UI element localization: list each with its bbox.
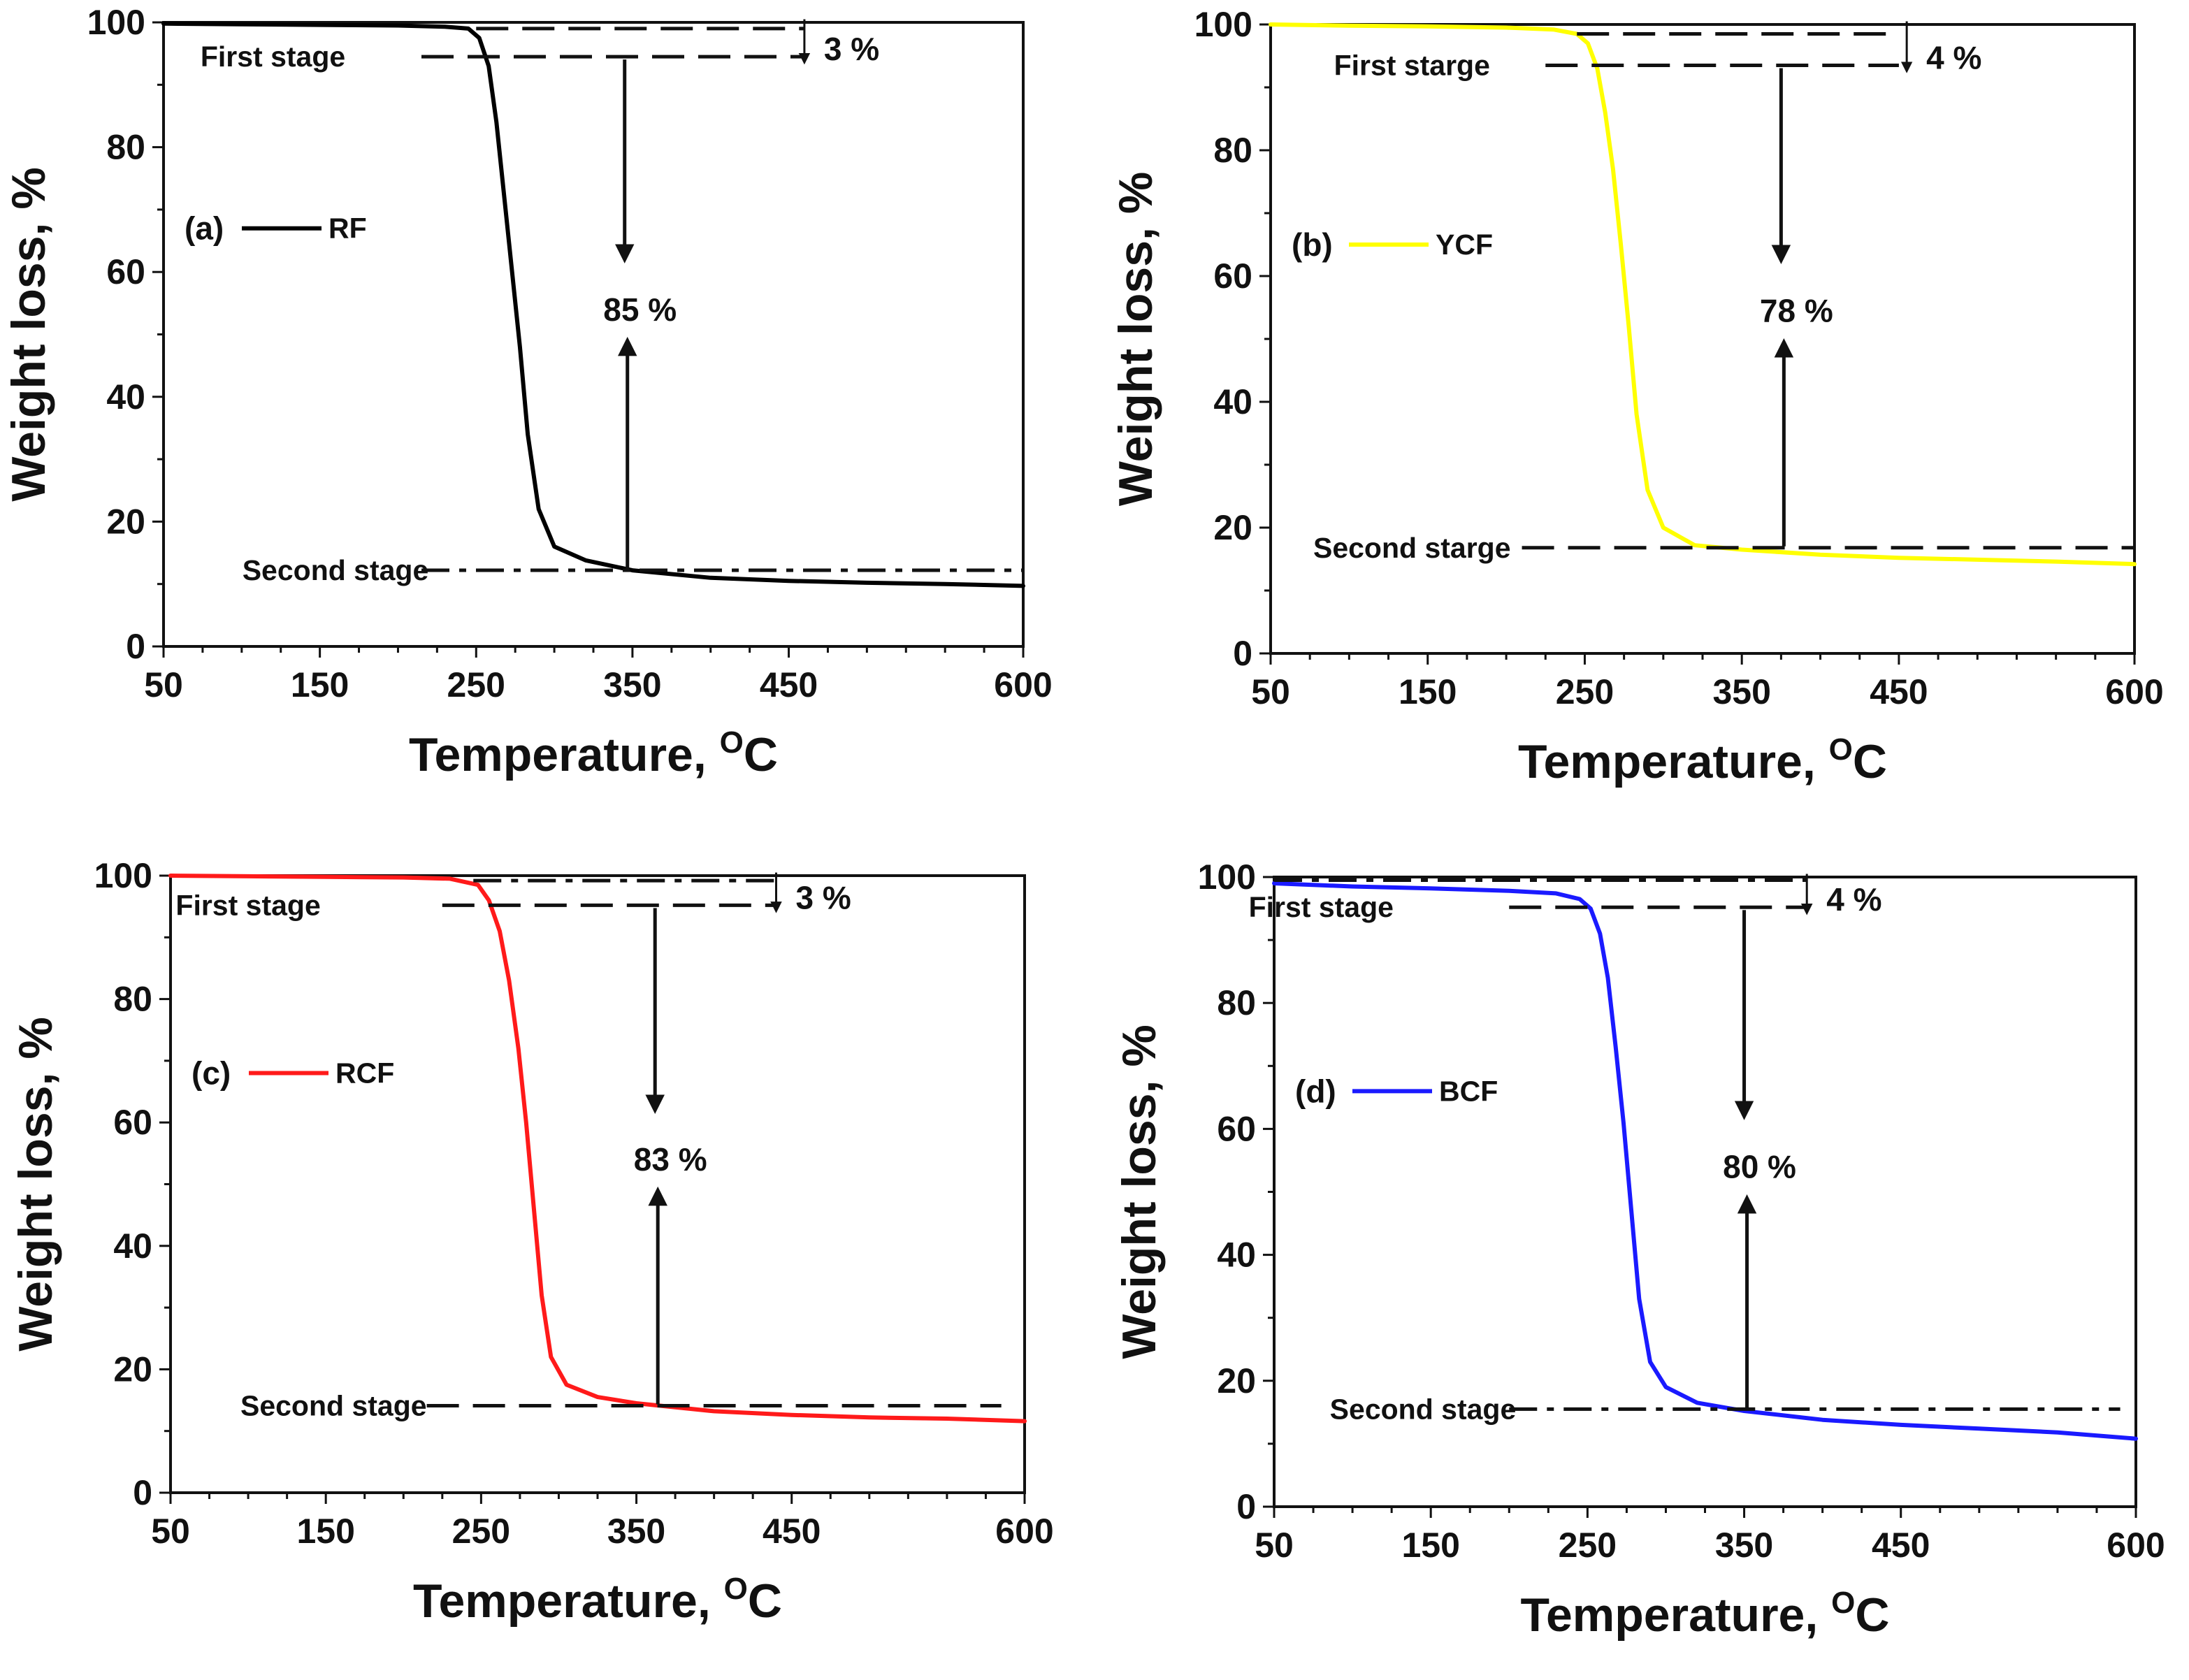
first-stage-loss-label: 3 % (796, 879, 851, 915)
legend-label: RF (328, 212, 367, 245)
x-tick-label: 600 (2105, 672, 2163, 711)
chart-panel-b: 50 150 250 350 450 600 0 20 40 60 80 100 Temperature… (1109, 5, 2164, 788)
legend-label: YCF (1436, 229, 1493, 261)
plot-frame (162, 21, 1025, 648)
y-tick-label: 0 (133, 1473, 152, 1512)
y-tick-label: 60 (113, 1103, 152, 1142)
first-stage-label: First starge (1334, 50, 1490, 82)
first-stage-loss-label: 3 % (824, 31, 879, 67)
first-stage-label: First stage (1249, 891, 1394, 923)
x-tick-label: 250 (452, 1512, 510, 1551)
x-tick-label: 350 (1712, 672, 1770, 711)
panel-label: (c) (192, 1055, 231, 1092)
y-tick-label: 40 (106, 377, 145, 417)
x-tick-label: 50 (151, 1512, 190, 1551)
panel-label: (a) (185, 210, 224, 247)
legend-label: BCF (1439, 1075, 1498, 1107)
first-stage-loss-label: 4 % (1826, 881, 1881, 918)
y-tick-label: 80 (1213, 131, 1252, 170)
x-tick-label: 350 (607, 1512, 665, 1551)
y-axis-title: Weight loss, % (1113, 1024, 1166, 1359)
series-line-bcf (1272, 881, 2138, 1441)
first-stage-label: First stage (201, 41, 345, 73)
chart-panel-c: 50 150 250 350 450 600 0 20 40 60 80 100 Temperature… (9, 856, 1054, 1628)
second-stage-label: Second stage (243, 554, 429, 586)
x-axis-title: Temperature, OC (1521, 1586, 1890, 1642)
chart-panel-a: 50 150 250 350 450 600 0 20 40 60 80 100 Temperature… (2, 3, 1053, 781)
main-loss-label: 78 % (1760, 293, 1833, 329)
x-tick-label: 600 (995, 1512, 1053, 1551)
x-tick-label: 150 (1401, 1526, 1459, 1565)
y-tick-label: 20 (113, 1349, 152, 1389)
y-tick-label: 0 (126, 627, 145, 666)
series-line-rcf (168, 874, 1027, 1424)
y-tick-label: 20 (106, 502, 145, 541)
x-tick-label: 50 (1251, 672, 1290, 711)
x-tick-label: 50 (144, 665, 183, 704)
panel-label: (b) (1292, 226, 1333, 263)
first-stage-label: First stage (175, 889, 320, 921)
x-tick-label: 250 (1556, 672, 1614, 711)
y-tick-label: 0 (1233, 634, 1252, 673)
y-tick-label: 100 (94, 856, 152, 895)
y-tick-label: 100 (1194, 5, 1252, 44)
x-tick-label: 150 (296, 1512, 354, 1551)
y-tick-label: 40 (113, 1226, 152, 1266)
y-tick-label: 60 (106, 252, 145, 291)
x-tick-label: 150 (291, 665, 349, 704)
y-tick-label: 0 (1236, 1487, 1256, 1526)
x-tick-label: 600 (994, 665, 1052, 704)
y-axis-title: Weight loss, % (2, 167, 55, 502)
y-tick-label: 40 (1217, 1236, 1256, 1275)
y-tick-label: 20 (1213, 508, 1252, 547)
panel-label: (d) (1295, 1073, 1336, 1109)
x-tick-label: 600 (2107, 1526, 2165, 1565)
second-stage-label: Second starge (1313, 532, 1511, 564)
y-tick-label: 60 (1217, 1109, 1256, 1148)
main-loss-label: 83 % (634, 1141, 707, 1178)
x-tick-label: 450 (763, 1512, 821, 1551)
y-axis-title: Weight loss, % (9, 1017, 62, 1352)
y-tick-label: 100 (87, 3, 145, 42)
chart-panel-d: 50 150 250 350 450 600 0 20 40 60 80 100 Temperature… (1113, 857, 2165, 1642)
y-tick-label: 60 (1213, 256, 1252, 296)
series-line-ycf (1269, 22, 2137, 567)
y-tick-label: 40 (1213, 382, 1252, 421)
x-tick-label: 350 (1715, 1526, 1773, 1565)
y-tick-label: 20 (1217, 1361, 1256, 1400)
y-axis-title: Weight loss, % (1109, 172, 1162, 507)
y-tick-label: 100 (1198, 857, 1256, 897)
x-axis-title: Temperature, OC (1518, 732, 1887, 788)
first-stage-loss-label: 4 % (1926, 40, 1981, 76)
x-tick-label: 50 (1255, 1526, 1294, 1565)
y-tick-label: 80 (113, 980, 152, 1019)
second-stage-label: Second stage (1330, 1393, 1517, 1425)
main-loss-label: 80 % (1723, 1148, 1796, 1185)
legend-label: RCF (335, 1057, 394, 1089)
y-tick-label: 80 (106, 128, 145, 167)
x-tick-label: 450 (1870, 672, 1928, 711)
main-loss-label: 85 % (603, 291, 677, 328)
series-line-rf (161, 21, 1025, 588)
x-tick-label: 250 (1559, 1526, 1617, 1565)
x-tick-label: 350 (603, 665, 661, 704)
x-axis-title: Temperature, OC (413, 1572, 782, 1628)
x-tick-label: 150 (1399, 672, 1457, 711)
x-tick-label: 250 (447, 665, 505, 704)
x-axis-title: Temperature, OC (409, 725, 778, 781)
x-tick-label: 450 (760, 665, 818, 704)
x-tick-label: 450 (1872, 1526, 1930, 1565)
second-stage-label: Second stage (240, 1389, 427, 1421)
y-tick-label: 80 (1217, 983, 1256, 1022)
